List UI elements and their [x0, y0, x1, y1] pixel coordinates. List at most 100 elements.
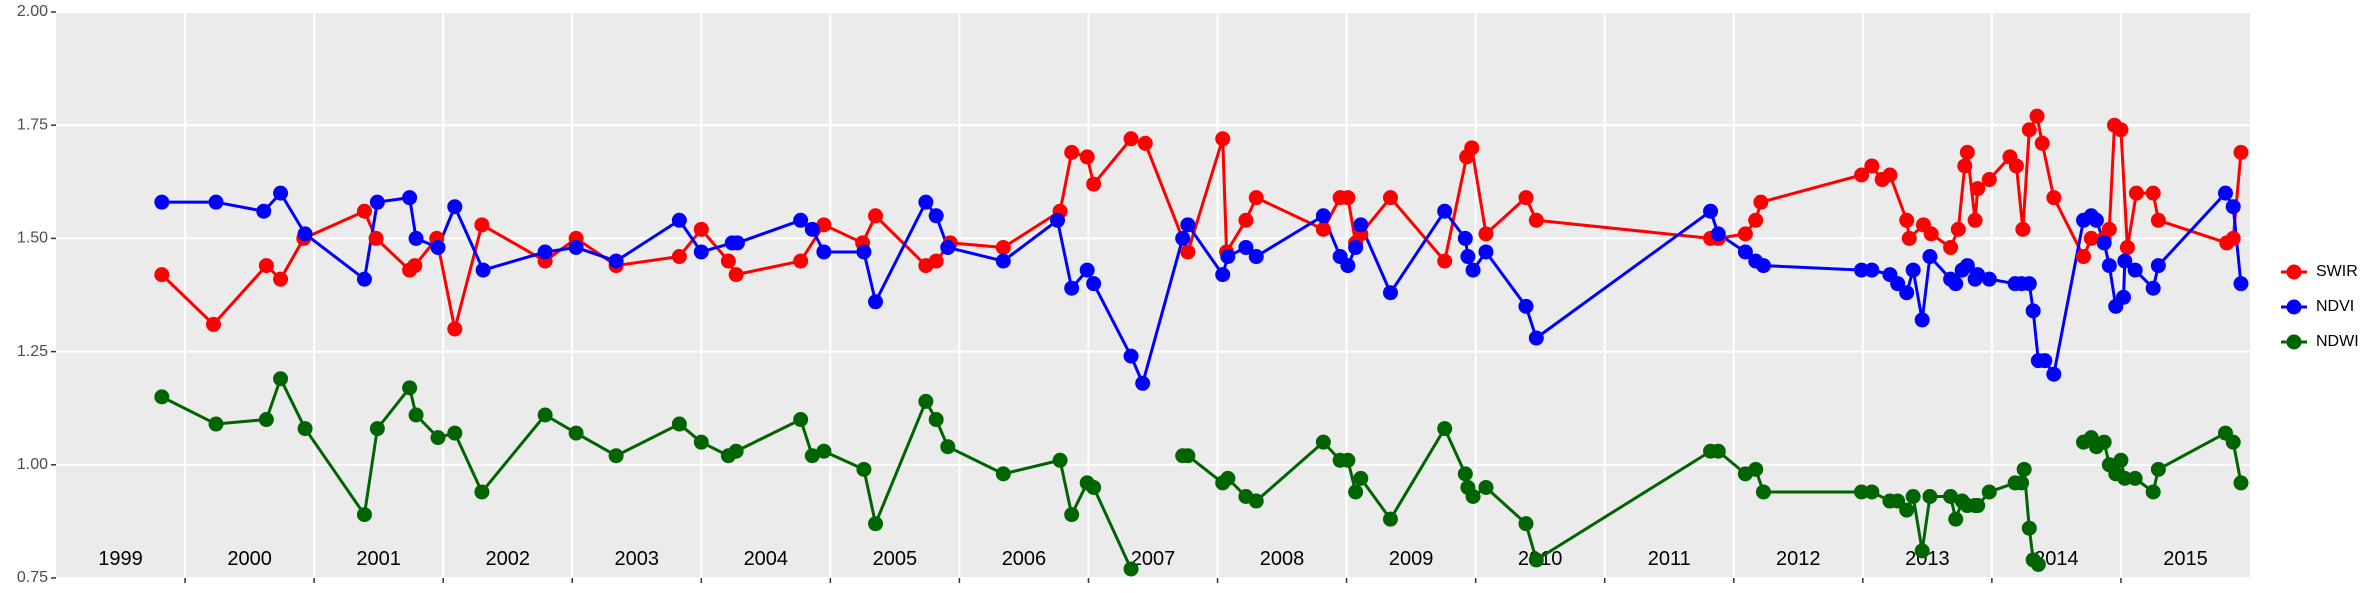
data-point: [816, 217, 832, 233]
data-point: [1437, 253, 1453, 269]
data-point: [2225, 199, 2241, 215]
data-point: [1528, 330, 1544, 346]
data-point: [537, 407, 553, 423]
data-point: [1137, 135, 1153, 151]
data-point: [856, 461, 872, 477]
data-point: [273, 185, 289, 201]
data-point: [1864, 158, 1880, 174]
y-tick-label: 1.50: [17, 230, 48, 247]
data-point: [1914, 543, 1930, 559]
y-tick-label: 0.75: [17, 569, 48, 586]
data-point: [1755, 258, 1771, 274]
data-point: [1943, 488, 1959, 504]
data-point: [1315, 221, 1331, 237]
data-point: [447, 321, 463, 337]
data-point: [2113, 452, 2129, 468]
data-point: [1518, 190, 1534, 206]
data-point: [868, 208, 884, 224]
data-point: [693, 244, 709, 260]
data-point: [205, 316, 221, 332]
data-point: [2145, 185, 2161, 201]
data-point: [402, 380, 418, 396]
data-point: [1948, 276, 1964, 292]
data-point: [1464, 140, 1480, 156]
data-point: [1943, 239, 1959, 255]
data-point: [1950, 221, 1966, 237]
data-point: [1086, 479, 1102, 495]
data-point: [1086, 276, 1102, 292]
data-point: [297, 421, 313, 437]
data-point: [447, 425, 463, 441]
data-point: [1064, 144, 1080, 160]
data-point: [1382, 190, 1398, 206]
data-point: [1135, 375, 1151, 391]
data-point: [995, 466, 1011, 482]
data-point: [154, 389, 170, 405]
data-point: [1353, 470, 1369, 486]
data-point: [2225, 230, 2241, 246]
year-annotation: 2004: [744, 548, 789, 570]
data-point: [1248, 249, 1264, 265]
data-point: [868, 294, 884, 310]
data-point: [793, 412, 809, 428]
data-point: [1478, 479, 1494, 495]
data-point: [1981, 271, 1997, 287]
data-point: [1899, 285, 1915, 301]
data-point: [1238, 212, 1254, 228]
data-point: [2025, 303, 2041, 319]
data-point: [1923, 226, 1939, 242]
data-point: [2116, 289, 2132, 305]
data-point: [568, 239, 584, 255]
data-point: [1315, 208, 1331, 224]
data-point: [1064, 280, 1080, 296]
data-point: [407, 258, 423, 274]
data-point: [1753, 194, 1769, 210]
data-point: [1465, 488, 1481, 504]
data-point: [2030, 556, 2046, 572]
data-point: [1123, 561, 1139, 577]
data-point: [940, 439, 956, 455]
data-point: [2046, 366, 2062, 382]
data-point: [1755, 484, 1771, 500]
data-point: [928, 208, 944, 224]
data-point: [1340, 190, 1356, 206]
data-point: [1248, 493, 1264, 509]
data-point: [1348, 239, 1364, 255]
year-annotation: 2008: [1260, 548, 1305, 570]
data-point: [208, 416, 224, 432]
data-point: [474, 217, 490, 233]
data-point: [1882, 167, 1898, 183]
data-point: [995, 239, 1011, 255]
data-point: [2037, 353, 2053, 369]
data-point: [2096, 434, 2112, 450]
year-annotation: 2006: [1002, 548, 1047, 570]
data-point: [2145, 280, 2161, 296]
data-point: [154, 194, 170, 210]
data-point: [1737, 244, 1753, 260]
data-point: [728, 443, 744, 459]
data-point: [1948, 511, 1964, 527]
data-point: [1922, 488, 1938, 504]
data-point: [1180, 217, 1196, 233]
data-point: [2217, 185, 2233, 201]
data-point: [1382, 511, 1398, 527]
data-point: [1737, 226, 1753, 242]
data-point: [430, 239, 446, 255]
data-point: [1215, 131, 1231, 147]
data-point: [2046, 190, 2062, 206]
data-point: [1437, 203, 1453, 219]
data-point: [1970, 181, 1986, 197]
data-point: [608, 253, 624, 269]
data-point: [1049, 212, 1065, 228]
data-point: [1180, 448, 1196, 464]
data-point: [402, 190, 418, 206]
data-point: [1905, 488, 1921, 504]
data-point: [2076, 249, 2092, 265]
data-point: [1340, 258, 1356, 274]
data-point: [408, 407, 424, 423]
data-point: [1970, 498, 1986, 514]
data-point: [1864, 484, 1880, 500]
data-point: [2128, 185, 2144, 201]
year-annotation: 2005: [873, 548, 918, 570]
data-point: [2113, 122, 2129, 138]
